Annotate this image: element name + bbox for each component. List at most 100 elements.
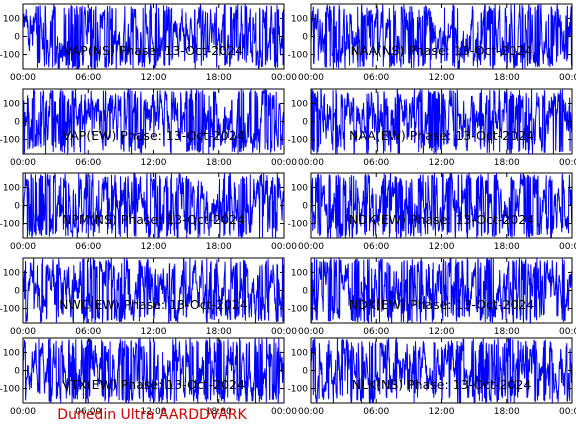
x-tick-label: 12:00: [429, 327, 455, 337]
y-tick-label: 0: [14, 287, 20, 297]
y-tick-label: 0: [302, 367, 308, 377]
x-tick-label: 00:00: [298, 158, 324, 168]
y-tick-label: 0: [302, 202, 308, 212]
x-tick-label: 12:00: [141, 242, 167, 252]
x-tick-label: 00:00: [298, 327, 324, 337]
y-tick-label: 0: [14, 118, 20, 128]
phase-trace: [311, 4, 572, 69]
x-tick-label: 12:00: [429, 407, 455, 417]
x-tick-label: 18:00: [206, 158, 232, 168]
panel-title: NDK(EW) Phase: 13-Oct-2024: [349, 297, 534, 312]
x-tick-label: 06:00: [75, 242, 101, 252]
x-tick-label: 12:00: [429, 158, 455, 168]
y-tick-label: 100: [3, 348, 20, 358]
x-tick-label: 18:00: [494, 327, 520, 337]
x-tick-label: 12:00: [429, 73, 455, 83]
x-tick-label: 00:00: [10, 158, 36, 168]
x-tick-label: 18:00: [494, 242, 520, 252]
x-tick-label: 00:00: [271, 242, 297, 252]
y-tick-label: 0: [14, 33, 20, 43]
chart-panel: 100 0 -100 00:00 06:00 12:00 18:00 00:00 VAP(EW)…: [0, 88, 297, 168]
phase-trace: [23, 338, 284, 403]
x-tick-label: 00:00: [559, 158, 576, 168]
y-tick-label: 100: [291, 99, 308, 109]
phase-trace: [23, 4, 284, 69]
x-tick-label: 06:00: [363, 327, 389, 337]
panel-title: VAP(NS) Phase: 13-Oct-2024: [64, 43, 243, 58]
x-tick-label: 00:00: [298, 73, 324, 83]
y-tick-label: -100: [288, 385, 309, 395]
y-tick-label: -100: [0, 220, 20, 230]
x-tick-label: 06:00: [363, 73, 389, 83]
x-tick-label: 12:00: [141, 73, 167, 83]
y-tick-label: -100: [0, 305, 20, 315]
y-tick-label: 100: [291, 268, 308, 278]
x-tick-label: 18:00: [494, 73, 520, 83]
chart-panel: 100 0 -100 00:00 06:00 12:00 18:00 00:00 NLK(NS)…: [288, 337, 576, 417]
phase-trace: [311, 338, 572, 403]
chart-panel: 100 0 -100 00:00 06:00 12:00 18:00 00:00 VAP(NS)…: [0, 3, 297, 83]
x-tick-label: 06:00: [75, 158, 101, 168]
phase-trace: [311, 89, 572, 154]
y-tick-label: 0: [302, 33, 308, 43]
y-tick-label: -100: [288, 136, 309, 146]
phase-trace: [23, 258, 284, 323]
y-tick-label: 100: [291, 348, 308, 358]
x-tick-label: 06:00: [75, 73, 101, 83]
x-tick-label: 06:00: [363, 407, 389, 417]
phase-trace: [23, 89, 284, 154]
y-tick-label: 0: [14, 367, 20, 377]
x-tick-label: 00:00: [271, 73, 297, 83]
x-tick-label: 00:00: [271, 327, 297, 337]
x-tick-label: 18:00: [206, 407, 232, 417]
chart-panel: 100 0 -100 00:00 06:00 12:00 18:00 00:00 NAA(NS)…: [288, 3, 576, 83]
x-tick-label: 00:00: [10, 73, 36, 83]
x-tick-label: 00:00: [271, 407, 297, 417]
y-tick-label: 100: [3, 14, 20, 24]
x-tick-label: 00:00: [10, 242, 36, 252]
x-tick-label: 06:00: [75, 407, 101, 417]
x-tick-label: 06:00: [363, 242, 389, 252]
y-tick-label: 0: [302, 118, 308, 128]
x-tick-label: 00:00: [559, 407, 576, 417]
y-tick-label: -100: [0, 51, 20, 61]
x-tick-label: 12:00: [429, 242, 455, 252]
x-tick-label: 00:00: [298, 407, 324, 417]
x-tick-label: 18:00: [494, 158, 520, 168]
chart-panel: 100 0 -100 00:00 06:00 12:00 18:00 00:00 NDK(EW)…: [288, 172, 576, 252]
x-tick-label: 18:00: [206, 73, 232, 83]
x-tick-label: 18:00: [494, 407, 520, 417]
x-tick-label: 06:00: [363, 158, 389, 168]
footer-caption: Dunedin Ultra AARDDVARK: [57, 407, 247, 423]
y-tick-label: 0: [302, 287, 308, 297]
y-tick-label: -100: [0, 385, 20, 395]
y-tick-label: 100: [291, 183, 308, 193]
phase-trace: [23, 173, 284, 238]
x-tick-label: 18:00: [206, 242, 232, 252]
y-tick-label: 100: [3, 99, 20, 109]
panel-title: NWC(EW) Phase: 13-Oct-2024: [59, 297, 248, 312]
chart-panel: 100 0 -100 00:00 06:00 12:00 18:00 00:00 NWC(EW)…: [0, 257, 297, 337]
x-tick-label: 12:00: [141, 407, 167, 417]
x-tick-label: 00:00: [559, 327, 576, 337]
y-tick-label: -100: [288, 51, 309, 61]
y-tick-label: 100: [3, 268, 20, 278]
x-tick-label: 12:00: [141, 327, 167, 337]
phase-trace: [311, 173, 572, 238]
x-tick-label: 00:00: [10, 327, 36, 337]
x-tick-label: 00:00: [559, 73, 576, 83]
x-tick-label: 12:00: [141, 158, 167, 168]
x-tick-label: 00:00: [10, 407, 36, 417]
panel-title: NAA(NS) Phase: 13-Oct-2024: [350, 43, 532, 58]
panel-title: NAA(EW) Phase: 13-Oct-2024: [349, 128, 534, 143]
chart-panel: 100 0 -100 00:00 06:00 12:00 18:00 00:00 NAA(EW)…: [288, 88, 576, 168]
chart-panel: 100 0 -100 00:00 06:00 12:00 18:00 00:00 NDK(EW)…: [288, 257, 576, 337]
panel-title: VAP(EW) Phase: 13-Oct-2024: [62, 128, 244, 143]
x-tick-label: 06:00: [75, 327, 101, 337]
x-tick-label: 18:00: [206, 327, 232, 337]
chart-panel: 100 0 -100 00:00 06:00 12:00 18:00 00:00 VTX(EW)…: [0, 337, 297, 417]
panel-title: NPM(NS) Phase: 13-Oct-2024: [62, 212, 245, 227]
panel-title: VTX(EW) Phase: 13-Oct-2024: [62, 377, 245, 392]
panel-title: NLK(NS) Phase: 13-Oct-2024: [352, 377, 532, 392]
y-tick-label: 100: [3, 183, 20, 193]
